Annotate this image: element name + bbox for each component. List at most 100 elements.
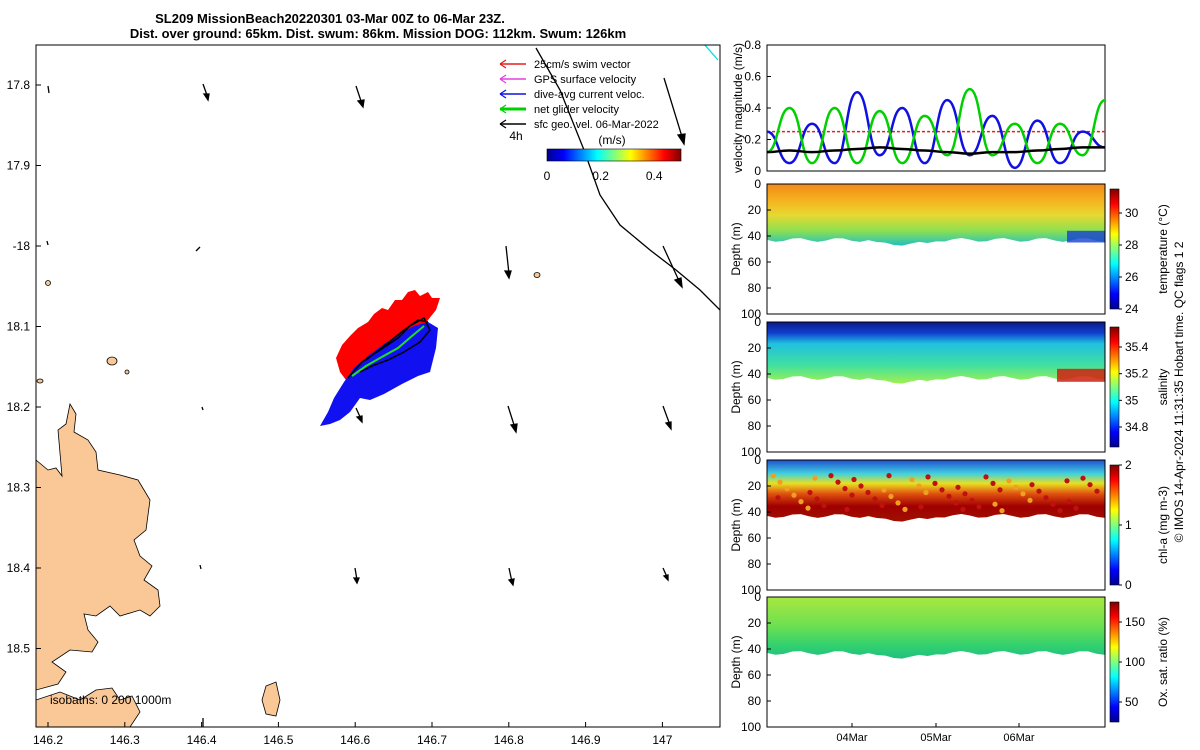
chl-dot (777, 479, 783, 485)
chl-dot (844, 506, 850, 512)
map-panel: 25cm/s swim vector GPS surface velocity di… (7, 44, 721, 747)
chl-dot (886, 473, 892, 479)
chl-dot (925, 474, 931, 480)
colorbar-tick-label: 34.8 (1125, 420, 1149, 434)
island-south (261, 681, 281, 717)
lat-tick-label: 18.3 (7, 481, 31, 495)
legend-arrowhead (499, 89, 507, 99)
island-small-1 (533, 272, 541, 278)
section-frame (766, 321, 1106, 453)
lon-tick-label: 146.5 (263, 733, 293, 747)
chl-dot (1020, 491, 1026, 497)
colorbar-tick-label: 100 (1125, 655, 1145, 669)
island-small-3 (45, 280, 51, 286)
depth-ylabel: Depth (m) (729, 222, 743, 275)
depth-tick-label: 20 (748, 479, 762, 493)
colorbar-tick-label: 150 (1125, 615, 1145, 629)
colorbar-tick-label: 35.4 (1125, 340, 1149, 354)
section-panel: 0 20 40 60 80 100 Depth (m) 50 100 150 Ox. sat. ra… (729, 590, 1170, 744)
legend-arrowhead (499, 104, 507, 114)
legend-label: 25cm/s swim vector (534, 59, 631, 71)
chl-dot (918, 504, 924, 510)
legend-label: GPS surface velocity (534, 74, 637, 86)
depth-ylabel: Depth (m) (729, 498, 743, 551)
lon-tick-label: 146.7 (417, 733, 447, 747)
chl-dot (1029, 482, 1035, 488)
chl-dot (1057, 508, 1063, 514)
lon-tick-label: 146.4 (187, 733, 217, 747)
island-small-2 (106, 356, 118, 366)
chl-dot (879, 502, 885, 509)
coastline-land (36, 402, 161, 691)
section-data-fill (767, 460, 1105, 522)
depth-tick-label: 60 (748, 255, 762, 269)
depth-tick-label: 20 (748, 616, 762, 630)
legend-entry: net glider velocity (499, 104, 619, 116)
map-legend: 25cm/s swim vector GPS surface velocity di… (499, 59, 659, 131)
legend-label: sfc geo. vel. 06-Mar-2022 (534, 119, 659, 131)
lat-tick-label: 17.9 (7, 159, 31, 173)
colorbar-unit: (m/s) (598, 133, 625, 147)
chl-dot (1043, 495, 1049, 501)
swim-vectors-red (336, 290, 440, 380)
legend-label: net glider velocity (534, 104, 619, 116)
colorbar-tick-label: 28 (1125, 238, 1139, 252)
chl-dot (1094, 488, 1100, 494)
chl-dot (807, 489, 813, 496)
velocity-ytick-label: 0 (754, 164, 761, 178)
colorbar-tick-label: 2 (1125, 458, 1132, 472)
colorbar-tick-label: 0 (1125, 578, 1132, 592)
section-frame (766, 183, 1106, 315)
depth-tick-label: 40 (748, 367, 762, 381)
colorbar-tick-label: 35 (1125, 393, 1139, 407)
chl-dot (828, 473, 834, 479)
lon-tick-label: 146.6 (340, 733, 370, 747)
depth-ylabel: Depth (m) (729, 635, 743, 688)
legend-arrowhead (499, 119, 507, 129)
colorbar-label: temperature (°C) (1156, 204, 1170, 294)
depth-tick-label: 100 (741, 445, 761, 459)
chl-dot (969, 497, 975, 503)
velocity-series-line (766, 90, 1106, 170)
chl-dot (1013, 484, 1019, 490)
chl-dot (999, 508, 1005, 514)
section-colorbar (1109, 601, 1120, 723)
chl-dot (835, 479, 841, 485)
map-colorbar-tick: 0 (544, 169, 551, 183)
legend-entry: dive-avg current veloc. (499, 89, 645, 101)
chl-dot (939, 487, 945, 493)
lat-tick-label: 17.8 (7, 78, 31, 92)
lon-ticks: 146.2 146.3 146.4 146.5 146.6 146.7 146.8 146.9… (33, 722, 673, 747)
geostrophic-vectors (46, 77, 686, 727)
chl-dot (1073, 505, 1079, 511)
chl-dot (814, 496, 820, 502)
legend-arrowhead (499, 74, 507, 84)
chl-dot (902, 506, 908, 512)
velocity-ytick-label: 0.6 (744, 70, 761, 84)
depth-tick-label: 60 (748, 531, 762, 545)
chl-dot (805, 505, 811, 511)
lon-tick-label: 146.3 (110, 733, 140, 747)
legend-label: dive-avg current veloc. (534, 89, 645, 101)
lon-tick-label: 146.9 (571, 733, 601, 747)
chl-dot (858, 483, 864, 489)
chl-dot (997, 487, 1003, 493)
depth-tick-label: 40 (748, 229, 762, 243)
section-data-fill (767, 322, 1105, 384)
section-colorbar (1109, 326, 1120, 448)
chl-dot (916, 483, 922, 489)
colorbar-tick-label: 1 (1125, 518, 1132, 532)
section-colorbar (1109, 464, 1120, 586)
chl-dot (851, 476, 857, 483)
colorbar-tick-label: 50 (1125, 695, 1139, 709)
island-small-5 (124, 369, 130, 375)
lat-tick-label: 18.2 (7, 400, 31, 414)
section-panel: 0 20 40 60 80 100 Depth (m) 34.8 35 35.2 35.4 salin… (729, 315, 1170, 459)
chl-dot (1087, 482, 1093, 488)
salty-patch (1057, 368, 1105, 382)
lon-tick-label: 146.2 (33, 733, 63, 747)
imos-credit: © IMOS 14-Apr-2024 11:31:35 Hobart time.… (1172, 241, 1186, 542)
lon-tick-label: 146.8 (494, 733, 524, 747)
